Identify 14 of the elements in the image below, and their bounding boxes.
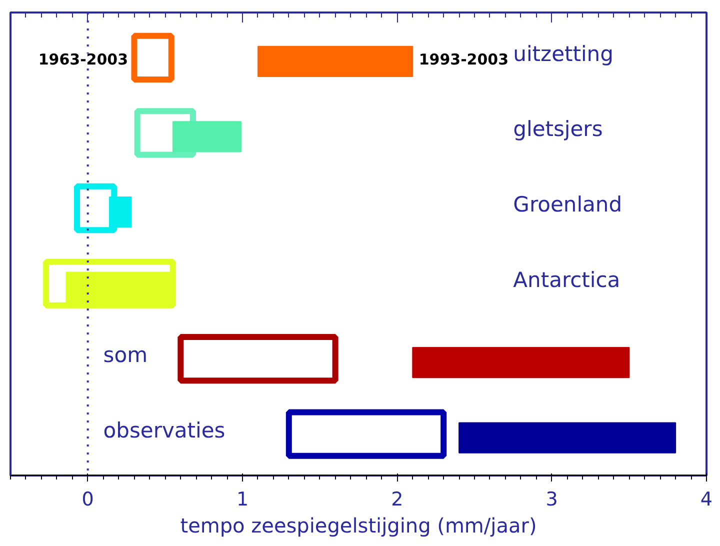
series-label: 1993-2003 <box>418 50 509 69</box>
y-tick-label: uitzetting <box>513 42 614 66</box>
y-tick-label: som <box>103 343 148 368</box>
x-tick-label: 0 <box>82 488 94 510</box>
x-tick-label: 2 <box>391 488 404 510</box>
x-tick-label: 3 <box>546 488 558 510</box>
y-tick-label: gletsjers <box>513 117 603 142</box>
y-tick-label: Groenland <box>513 192 622 216</box>
x-tick-label: 4 <box>700 488 713 510</box>
x-axis-title: tempo zeespiegelstijging (mm/jaar) <box>180 514 537 538</box>
y-tick-label: Antarctica <box>513 268 620 292</box>
x-tick-label: 1 <box>236 488 249 510</box>
y-tick-label: observaties <box>103 418 226 442</box>
series-label: 1963-2003 <box>38 50 128 69</box>
